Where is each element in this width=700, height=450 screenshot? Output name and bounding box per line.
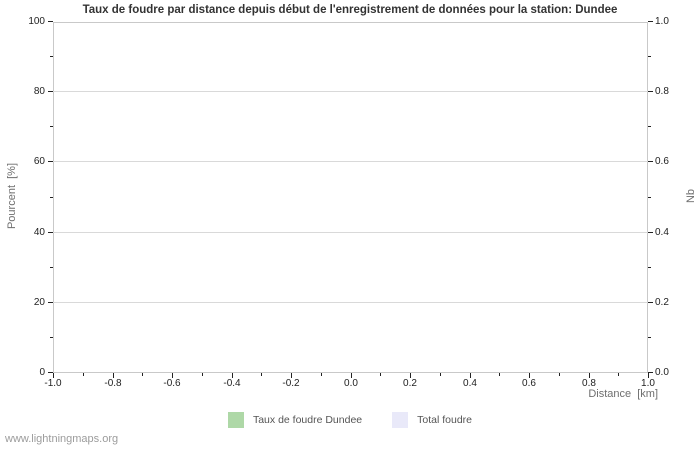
y-left-major-tick	[48, 372, 53, 373]
gridline-h	[53, 91, 648, 92]
x-minor-tick	[499, 373, 500, 376]
x-tick-label: -0.6	[163, 378, 181, 389]
x-major-tick	[232, 373, 233, 378]
y-left-tick-label: 40	[33, 227, 45, 238]
y-right-minor-tick	[648, 197, 651, 198]
x-major-tick	[648, 373, 649, 378]
y-left-major-tick	[48, 161, 53, 162]
y-left-major-tick	[48, 21, 53, 22]
y-right-major-tick	[648, 232, 653, 233]
x-tick-label: 1.0	[641, 378, 655, 389]
y-left-major-tick	[48, 91, 53, 92]
y-right-minor-tick	[648, 126, 651, 127]
x-major-tick	[172, 373, 173, 378]
x-major-tick	[589, 373, 590, 378]
x-major-tick	[410, 373, 411, 378]
plot-area	[53, 22, 648, 373]
x-tick-label: 0.4	[463, 378, 477, 389]
x-minor-tick	[440, 373, 441, 376]
x-major-tick	[53, 373, 54, 378]
y-left-tick-label: 100	[28, 16, 45, 27]
y-right-major-tick	[648, 302, 653, 303]
y-right-tick-label: 0.8	[655, 86, 669, 97]
y-right-minor-tick	[648, 56, 651, 57]
y-right-minor-tick	[648, 267, 651, 268]
y-right-major-tick	[648, 372, 653, 373]
x-major-tick	[529, 373, 530, 378]
x-minor-tick	[142, 373, 143, 376]
x-tick-label: 0.8	[582, 378, 596, 389]
y-right-tick-label: 0.4	[655, 227, 669, 238]
y-left-minor-tick	[50, 337, 53, 338]
x-minor-tick	[559, 373, 560, 376]
x-major-tick	[291, 373, 292, 378]
y-right-tick-label: 0.0	[655, 367, 669, 378]
x-tick-label: 0.0	[344, 378, 358, 389]
x-minor-tick	[202, 373, 203, 376]
x-tick-label: -0.4	[223, 378, 241, 389]
x-minor-tick	[380, 373, 381, 376]
legend-item: Taux de foudre Dundee	[227, 411, 363, 428]
y-right-tick-label: 0.2	[655, 297, 669, 308]
y-left-tick-label: 0	[39, 367, 45, 378]
legend-label: Taux de foudre Dundee	[252, 413, 363, 426]
watermark: www.lightningmaps.org	[5, 433, 119, 445]
gridline-h	[53, 161, 648, 162]
legend-swatch	[392, 411, 409, 428]
y-right-minor-tick	[648, 337, 651, 338]
x-minor-tick	[261, 373, 262, 376]
x-axis-label: Distance [km]	[588, 388, 658, 400]
x-tick-label: 0.2	[403, 378, 417, 389]
y-left-major-tick	[48, 232, 53, 233]
gridline-h	[53, 302, 648, 303]
y-right-tick-label: 1.0	[655, 16, 669, 27]
y-left-major-tick	[48, 302, 53, 303]
y-left-minor-tick	[50, 56, 53, 57]
y-left-tick-label: 20	[33, 297, 45, 308]
y-left-minor-tick	[50, 126, 53, 127]
legend-item: Total foudre	[392, 411, 473, 428]
legend: Taux de foudre Dundee Total foudre	[0, 411, 700, 428]
y-left-tick-label: 80	[33, 86, 45, 97]
y-left-axis-label: Pourcent [%]	[6, 162, 18, 230]
x-minor-tick	[321, 373, 322, 376]
y-left-minor-tick	[50, 197, 53, 198]
y-right-major-tick	[648, 21, 653, 22]
legend-swatch	[227, 411, 244, 428]
y-right-major-tick	[648, 91, 653, 92]
chart-title: Taux de foudre par distance depuis début…	[82, 4, 618, 16]
x-major-tick	[113, 373, 114, 378]
y-left-minor-tick	[50, 267, 53, 268]
x-minor-tick	[618, 373, 619, 376]
y-left-tick-label: 60	[33, 156, 45, 167]
legend-label: Total foudre	[417, 413, 473, 426]
x-tick-label: -0.8	[104, 378, 122, 389]
x-tick-label: -0.2	[282, 378, 300, 389]
y-right-tick-label: 0.6	[655, 156, 669, 167]
x-major-tick	[351, 373, 352, 378]
x-tick-label: -1.0	[44, 378, 62, 389]
y-right-major-tick	[648, 161, 653, 162]
x-minor-tick	[83, 373, 84, 376]
x-major-tick	[470, 373, 471, 378]
y-right-axis-label: Nb	[685, 188, 697, 204]
x-tick-label: 0.6	[522, 378, 536, 389]
gridline-h	[53, 232, 648, 233]
